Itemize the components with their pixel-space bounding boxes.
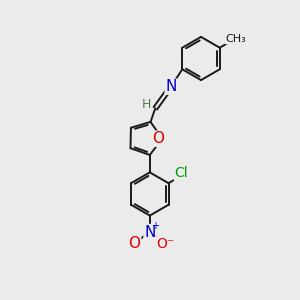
Text: CH₃: CH₃ bbox=[225, 34, 246, 44]
Text: +: + bbox=[151, 221, 159, 231]
Text: O⁻: O⁻ bbox=[156, 237, 174, 251]
Text: O: O bbox=[153, 131, 165, 146]
Text: Cl: Cl bbox=[175, 167, 188, 180]
Text: O: O bbox=[129, 236, 141, 251]
Text: N: N bbox=[144, 225, 155, 240]
Text: N: N bbox=[165, 79, 177, 94]
Text: H: H bbox=[142, 98, 152, 111]
